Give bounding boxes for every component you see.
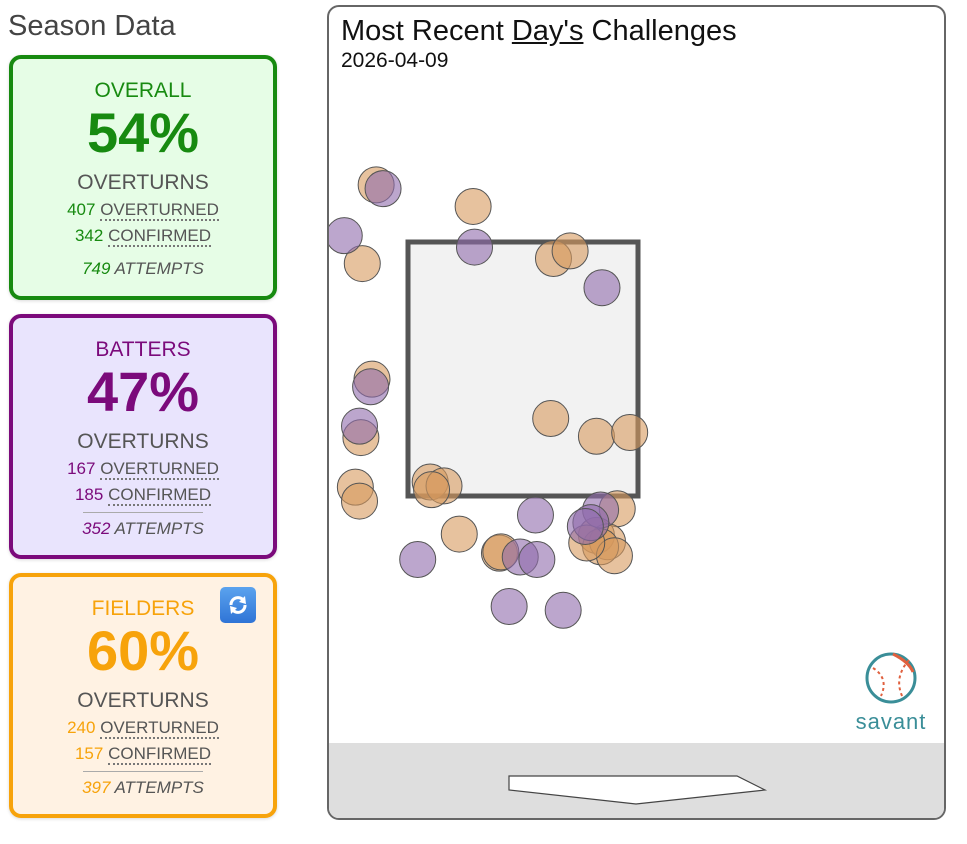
challenge-point[interactable] [341, 407, 379, 445]
overall-confirmed-count: 342 [74, 226, 104, 245]
overall-percent: 54% [86, 101, 200, 164]
fielders-separator [83, 771, 203, 772]
challenge-point[interactable] [456, 228, 494, 266]
batters-overturned-line: 167 OVERTURNED [13, 458, 273, 480]
batters-confirmed-count: 185 [74, 485, 104, 504]
fielders-confirmed-count: 157 [74, 744, 104, 763]
panel-title-day-link[interactable]: Day's [511, 15, 584, 47]
fielders-percent: 60% [86, 619, 200, 682]
batters-card: BATTERS 47% OVERTURNS 167 OVERTURNED 185… [9, 314, 277, 559]
batters-separator [83, 512, 203, 513]
batters-overturned-link[interactable]: OVERTURNED [100, 459, 219, 480]
savant-logo-text: savant [855, 709, 927, 734]
season-data-title: Season Data [8, 10, 176, 42]
fielders-overturned-link[interactable]: OVERTURNED [100, 718, 219, 739]
savant-logo: savant [853, 650, 929, 735]
home-plate [508, 775, 768, 805]
overall-label: OVERALL [94, 79, 192, 102]
panel-date: 2026-04-09 [341, 49, 449, 72]
batters-confirmed-link[interactable]: CONFIRMED [108, 485, 212, 506]
challenge-point[interactable] [341, 482, 379, 520]
overall-overturned-line: 407 OVERTURNED [13, 199, 273, 221]
challenge-point[interactable] [516, 496, 554, 534]
challenge-point[interactable] [399, 541, 437, 578]
challenge-point[interactable] [611, 414, 649, 451]
baseball-icon [865, 652, 917, 704]
fielders-overturned-count: 240 [67, 718, 96, 737]
challenge-point[interactable] [583, 269, 621, 307]
overall-overturned-count: 407 [67, 200, 96, 219]
overall-overturned-link[interactable]: OVERTURNED [100, 200, 219, 221]
overall-attempts-label: ATTEMPTS [114, 259, 204, 278]
challenge-point[interactable] [551, 232, 589, 270]
fielders-card: FIELDERS 60% OVERTURNS 240 OVERTURNED 15… [9, 573, 277, 818]
fielders-attempts: 397 ATTEMPTS [13, 778, 273, 798]
challenge-point[interactable] [343, 245, 381, 283]
fielders-overturned-line: 240 OVERTURNED [13, 717, 273, 739]
refresh-icon [229, 596, 247, 614]
challenge-point[interactable] [566, 507, 604, 545]
fielders-confirmed-link[interactable]: CONFIRMED [108, 744, 212, 765]
challenge-point[interactable] [352, 368, 390, 406]
overall-overturns-label: OVERTURNS [77, 171, 209, 194]
fielders-attempts-label: ATTEMPTS [114, 778, 204, 797]
challenge-point[interactable] [329, 217, 363, 255]
overall-attempts-count: 749 [82, 259, 111, 278]
challenge-point[interactable] [544, 591, 582, 629]
batters-percent: 47% [86, 360, 200, 423]
overall-attempts: 749 ATTEMPTS [13, 259, 273, 279]
challenge-point[interactable] [577, 417, 615, 455]
batters-attempts-count: 352 [82, 519, 111, 538]
batters-confirmed-line: 185 CONFIRMED [13, 484, 273, 506]
challenge-point[interactable] [518, 541, 556, 578]
fielders-label: FIELDERS [91, 597, 195, 620]
challenge-point[interactable] [454, 187, 492, 225]
batters-overturned-count: 167 [67, 459, 96, 478]
panel-title-suffix: Challenges [583, 15, 737, 47]
panel-title: Most Recent Day's Challenges [341, 15, 737, 48]
batters-attempts: 352 ATTEMPTS [13, 519, 273, 539]
overall-card: OVERALL 54% OVERTURNS 407 OVERTURNED 342… [9, 55, 277, 300]
fielders-confirmed-line: 157 CONFIRMED [13, 743, 273, 765]
challenge-point[interactable] [440, 515, 478, 553]
fielders-attempts-count: 397 [82, 778, 111, 797]
overall-confirmed-line: 342 CONFIRMED [13, 225, 273, 247]
panel-title-prefix: Most Recent [341, 15, 512, 47]
challenge-point[interactable] [413, 471, 451, 509]
challenges-panel: Most Recent Day's Challenges 2026-04-09 … [327, 5, 946, 820]
challenge-point[interactable] [490, 587, 528, 625]
challenge-point[interactable] [532, 400, 570, 438]
batters-overturns-label: OVERTURNS [77, 430, 209, 453]
pitch-location-plot [329, 166, 768, 805]
batters-label: BATTERS [95, 338, 191, 361]
overall-confirmed-link[interactable]: CONFIRMED [108, 226, 212, 247]
challenge-point[interactable] [364, 170, 402, 208]
refresh-button[interactable] [220, 587, 256, 623]
fielders-overturns-label: OVERTURNS [77, 689, 209, 712]
batters-attempts-label: ATTEMPTS [114, 519, 204, 538]
